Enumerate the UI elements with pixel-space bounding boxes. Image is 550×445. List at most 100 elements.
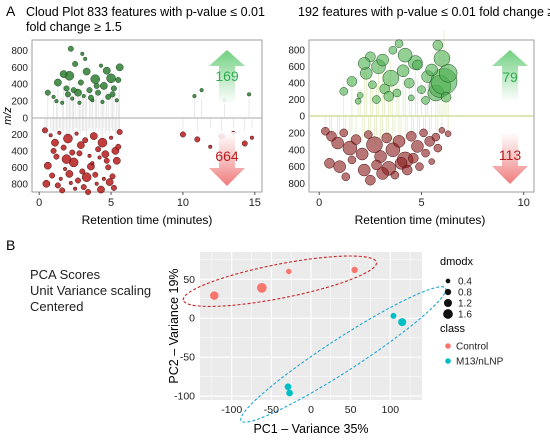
- up-feature-point: [382, 69, 400, 87]
- down-feature-point: [331, 136, 344, 150]
- up-feature-point: [51, 94, 56, 99]
- cloud-left-up-count: 169: [215, 68, 239, 84]
- up-feature-point: [357, 57, 371, 70]
- pca-caption-line1: PCA Scores: [30, 267, 101, 282]
- down-feature-point: [68, 180, 73, 186]
- up-feature-point: [199, 88, 204, 93]
- down-arrow-icon: [209, 132, 245, 186]
- down-feature-point: [341, 172, 351, 182]
- legend-size-title: dmodx: [440, 256, 474, 268]
- down-feature-point: [431, 132, 441, 142]
- pca-point: [398, 318, 407, 327]
- down-feature-point: [116, 129, 123, 135]
- down-feature-point: [75, 177, 81, 184]
- down-feature-point: [347, 155, 357, 165]
- down-feature-point: [65, 170, 74, 178]
- up-feature-point: [60, 100, 65, 105]
- up-feature-point: [67, 45, 74, 52]
- down-feature-point: [69, 149, 76, 156]
- up-feature-point: [83, 56, 88, 61]
- up-feature-point: [354, 97, 362, 105]
- down-feature-point: [54, 182, 61, 189]
- y-tick-label: 400: [288, 145, 305, 156]
- up-feature-point: [392, 88, 402, 98]
- up-feature-point: [339, 87, 349, 96]
- down-feature-point: [73, 186, 78, 191]
- pca-plot: -100 -50 0 50 100 -100 -50 0 50 PC1 – Variance 3…: [167, 252, 504, 436]
- up-feature-point: [425, 63, 438, 77]
- up-feature-point: [54, 99, 59, 104]
- down-feature-point: [82, 137, 89, 144]
- up-feature-point: [70, 87, 77, 94]
- pca-legend: dmodx 0.40.81.21.6 class Control M13/nLNP: [440, 256, 504, 368]
- size-legend-key: [443, 298, 453, 308]
- up-feature-point: [81, 93, 86, 99]
- down-feature-point: [112, 156, 121, 165]
- up-feature-point: [397, 47, 413, 63]
- x-tick-label: 100: [382, 404, 400, 416]
- size-legend-key: [444, 288, 452, 296]
- cloud-left-chromatogram: [44, 80, 253, 137]
- down-feature-point: [81, 172, 92, 182]
- up-feature-point: [417, 85, 426, 94]
- down-feature-point: [444, 130, 452, 137]
- down-feature-point: [80, 184, 87, 191]
- up-feature-point: [109, 91, 116, 98]
- y-tick-label: 200: [288, 128, 305, 139]
- down-feature-point: [438, 127, 446, 134]
- down-feature-point: [392, 135, 406, 148]
- y-tick-label: -50: [180, 352, 195, 364]
- up-feature-point: [356, 92, 364, 99]
- down-feature-point: [63, 133, 73, 144]
- up-feature-point: [93, 82, 100, 89]
- cloud-right-marks: [321, 39, 458, 186]
- y-tick-label: 50: [183, 274, 195, 286]
- down-feature-point: [109, 135, 114, 140]
- up-feature-point: [115, 63, 124, 72]
- color-legend: Control M13/nLNP: [445, 342, 504, 368]
- down-feature-point: [74, 131, 79, 136]
- down-feature-point: [355, 147, 369, 161]
- up-feature-point: [80, 51, 85, 56]
- up-feature-point: [114, 98, 119, 103]
- x-tick-label: 0: [308, 404, 314, 416]
- cloud-left-ylabel: m/z: [2, 107, 14, 125]
- up-feature-point: [376, 53, 389, 67]
- up-feature-point: [396, 64, 410, 78]
- down-feature-point: [97, 137, 108, 148]
- pca-points: [210, 266, 407, 397]
- x-tick-label: 10: [177, 197, 189, 209]
- down-feature-point: [95, 146, 102, 153]
- up-feature-point: [95, 89, 102, 96]
- down-feature-point: [48, 133, 53, 138]
- x-tick-label: 5: [418, 197, 424, 209]
- y-tick-label: 600: [288, 162, 305, 173]
- down-feature-point: [63, 166, 68, 172]
- up-feature-point: [64, 91, 71, 98]
- up-feature-point: [77, 100, 82, 105]
- y-tick-label: 0: [299, 112, 305, 123]
- up-feature-point: [82, 67, 91, 76]
- up-feature-point: [433, 50, 451, 67]
- down-feature-point: [49, 172, 56, 179]
- down-feature-point: [208, 144, 213, 149]
- down-feature-point: [350, 134, 362, 145]
- down-feature-point: [249, 135, 254, 140]
- up-feature-point: [100, 99, 105, 105]
- down-feature-point: [390, 170, 400, 180]
- cloud-right-down-count: 113: [499, 147, 522, 163]
- size-legend-key: [443, 309, 453, 319]
- cloud-right-ticks: 0 5 10 800 600 400 200 0 200 400 600 800: [288, 46, 530, 209]
- up-feature-point: [63, 85, 70, 92]
- up-feature-point: [247, 92, 252, 97]
- pca-ellipses: [182, 255, 447, 423]
- y-tick-label: 600: [288, 62, 305, 73]
- up-feature-point: [87, 94, 94, 101]
- up-feature-point: [59, 70, 68, 78]
- pca-point: [351, 266, 358, 274]
- pca-caption-line3: Centered: [30, 299, 84, 314]
- down-feature-point: [50, 147, 57, 154]
- up-feature-point: [372, 95, 381, 104]
- x-tick-label: 50: [345, 404, 357, 416]
- down-feature-point: [333, 160, 346, 173]
